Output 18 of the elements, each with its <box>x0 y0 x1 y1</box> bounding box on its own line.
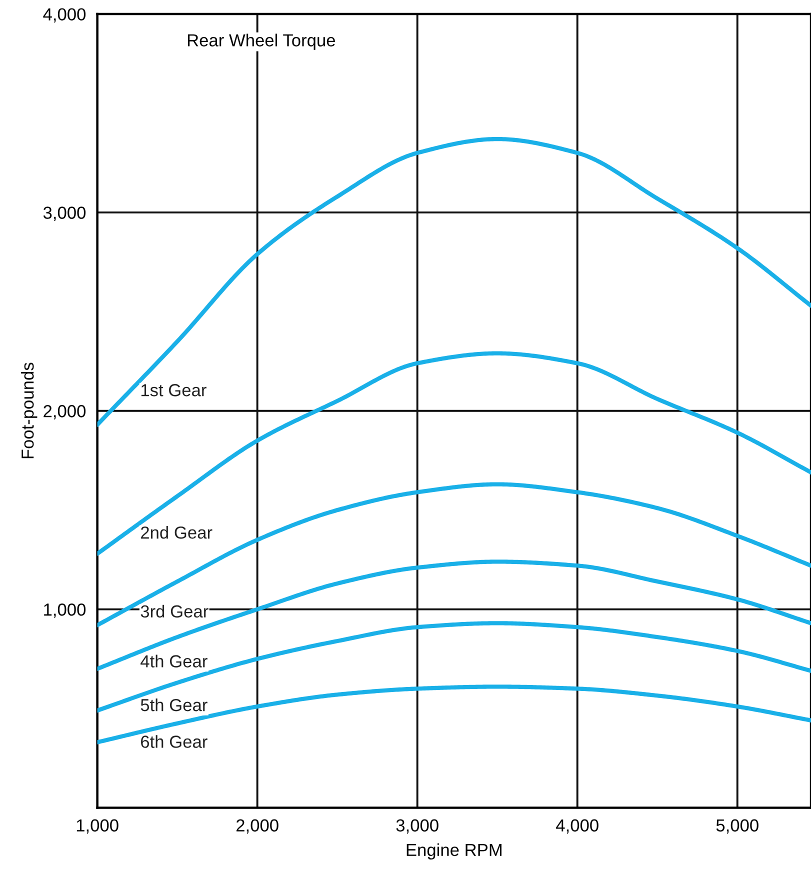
text: Rear Wheel Torque <box>188 34 336 50</box>
x-tick-label: 2,000 <box>236 819 278 834</box>
series-label: 1st Gear <box>141 384 206 396</box>
x-axis-title: Engine RPM <box>406 843 502 860</box>
y-tick-label: 4,000 <box>43 8 86 23</box>
y-tick-label: 1,000 <box>44 603 86 618</box>
x-tick-label: 5,000 <box>716 819 758 834</box>
series-label: 5th Gear <box>140 698 208 712</box>
y-axis-title: Foot-pounds <box>21 362 38 458</box>
x-tick-label: 3,000 <box>396 819 438 834</box>
series-label: 4th Gear <box>140 654 208 668</box>
x-tick-label: 4,000 <box>556 819 598 834</box>
series-label: 3rd Gear <box>140 604 208 618</box>
series-label: 6th Gear <box>141 735 208 748</box>
series-label: 2nd Gear <box>141 526 212 539</box>
x-tick-label: 1,000 <box>76 819 118 834</box>
y-tick-label: 3,000 <box>43 206 86 221</box>
y-tick-label: 2,000 <box>44 405 86 420</box>
